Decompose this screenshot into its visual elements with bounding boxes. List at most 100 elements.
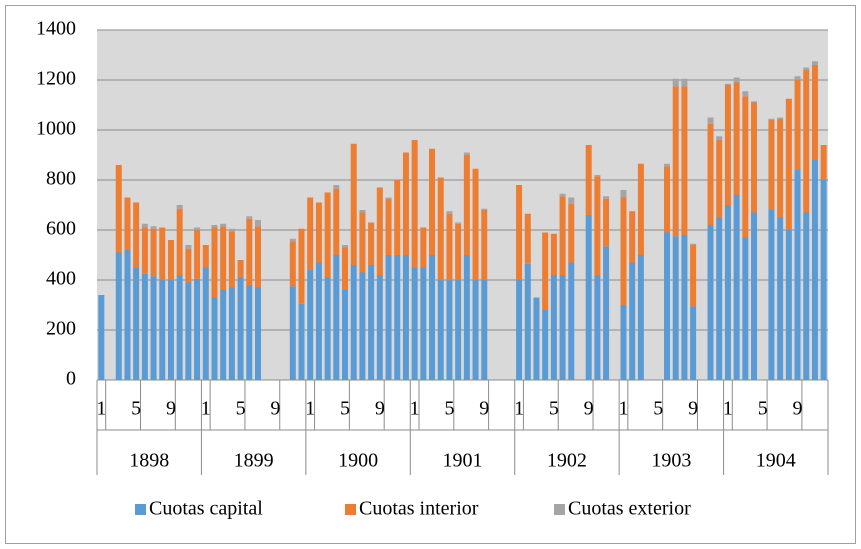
bar-segment bbox=[115, 252, 122, 380]
bar-segment bbox=[176, 208, 183, 275]
bar-segment bbox=[811, 61, 818, 65]
bar-segment bbox=[594, 175, 601, 177]
x-tick-label: 9 bbox=[793, 398, 803, 420]
bar-segment bbox=[289, 241, 296, 287]
x-tick-label: 9 bbox=[375, 398, 385, 420]
bar-segment bbox=[481, 280, 488, 380]
bar-segment bbox=[446, 213, 453, 280]
bar-segment bbox=[733, 77, 740, 83]
x-tick-label: 5 bbox=[236, 398, 246, 420]
bar-segment bbox=[559, 196, 566, 275]
bar-segment bbox=[185, 245, 192, 249]
bar-segment bbox=[672, 86, 679, 237]
bar-segment bbox=[559, 193, 566, 197]
bar-segment bbox=[150, 228, 157, 277]
legend-label: Cuotas exterior bbox=[568, 498, 691, 520]
bar-segment bbox=[811, 65, 818, 160]
bar-segment bbox=[524, 213, 531, 264]
bar-segment bbox=[481, 208, 488, 210]
bar-segment bbox=[637, 255, 644, 380]
bar-segment bbox=[237, 277, 244, 380]
bar-segment bbox=[246, 216, 253, 219]
bar-segment bbox=[133, 202, 140, 268]
bar-segment bbox=[664, 166, 671, 233]
x-tick-label: 9 bbox=[166, 398, 176, 420]
bar-segment bbox=[220, 226, 227, 290]
bar-segment bbox=[629, 211, 636, 263]
x-tick-label: 9 bbox=[479, 398, 489, 420]
bar-segment bbox=[733, 82, 740, 195]
bar-segment bbox=[333, 255, 340, 380]
bar-segment bbox=[194, 278, 201, 380]
bar-segment bbox=[681, 235, 688, 380]
bar-segment bbox=[141, 223, 148, 228]
bar-segment bbox=[167, 280, 174, 380]
y-tick-label: 200 bbox=[46, 318, 76, 340]
bar-segment bbox=[629, 262, 636, 380]
bar-segment bbox=[516, 280, 523, 380]
bar-segment bbox=[455, 280, 462, 380]
group-label: 1898 bbox=[129, 450, 169, 472]
bar-segment bbox=[211, 297, 218, 380]
bar-segment bbox=[254, 287, 261, 380]
bar-segment bbox=[603, 246, 610, 380]
bar-segment bbox=[716, 140, 723, 218]
bar-segment bbox=[672, 78, 679, 87]
bar-segment bbox=[664, 232, 671, 380]
bar-segment bbox=[124, 197, 131, 250]
legend-swatch bbox=[135, 504, 146, 515]
x-tick-label: 1 bbox=[410, 398, 420, 420]
bar-segment bbox=[359, 210, 366, 213]
bar-segment bbox=[794, 170, 801, 380]
bar-segment bbox=[159, 227, 166, 280]
bar-segment bbox=[289, 286, 296, 380]
bar-segment bbox=[568, 262, 575, 380]
bar-segment bbox=[524, 263, 531, 380]
bar-segment bbox=[333, 188, 340, 255]
bar-segment bbox=[141, 273, 148, 380]
bar-segment bbox=[724, 85, 731, 205]
bar-segment bbox=[559, 275, 566, 380]
bar-segment bbox=[176, 205, 183, 209]
bar-segment bbox=[133, 267, 140, 380]
bar-segment bbox=[724, 83, 731, 85]
bar-segment bbox=[402, 255, 409, 380]
x-tick-label: 9 bbox=[270, 398, 280, 420]
plot-area bbox=[97, 30, 828, 380]
x-tick-label: 9 bbox=[688, 398, 698, 420]
bar-segment bbox=[333, 185, 340, 189]
bar-segment bbox=[620, 197, 627, 305]
x-tick-label: 5 bbox=[653, 398, 663, 420]
x-tick-label: 5 bbox=[549, 398, 559, 420]
x-tick-label: 1 bbox=[514, 398, 524, 420]
y-tick-label: 0 bbox=[66, 368, 76, 390]
bar-segment bbox=[455, 222, 462, 224]
bar-segment bbox=[429, 148, 436, 255]
bar-segment bbox=[342, 290, 349, 380]
bar-segment bbox=[446, 280, 453, 380]
bar-segment bbox=[463, 152, 470, 155]
bar-segment bbox=[98, 295, 105, 380]
bar-segment bbox=[716, 217, 723, 380]
bar-segment bbox=[603, 196, 610, 199]
bar-segment bbox=[228, 287, 235, 380]
bar-segment bbox=[185, 248, 192, 283]
bar-segment bbox=[254, 226, 261, 288]
bar-segment bbox=[402, 152, 409, 255]
bar-segment bbox=[324, 192, 331, 278]
y-tick-label: 600 bbox=[46, 218, 76, 240]
bar-segment bbox=[681, 86, 688, 235]
bar-segment bbox=[690, 245, 697, 307]
bar-segment bbox=[733, 195, 740, 380]
bar-segment bbox=[350, 265, 357, 380]
y-tick-label: 1200 bbox=[36, 68, 76, 90]
bar-segment bbox=[194, 230, 201, 279]
bar-segment bbox=[768, 210, 775, 380]
bar-segment bbox=[228, 228, 235, 232]
bar-segment bbox=[342, 247, 349, 290]
bar-segment bbox=[220, 223, 227, 227]
bar-segment bbox=[411, 267, 418, 380]
bar-segment bbox=[690, 243, 697, 245]
bar-segment bbox=[742, 91, 749, 97]
bar-segment bbox=[385, 197, 392, 199]
